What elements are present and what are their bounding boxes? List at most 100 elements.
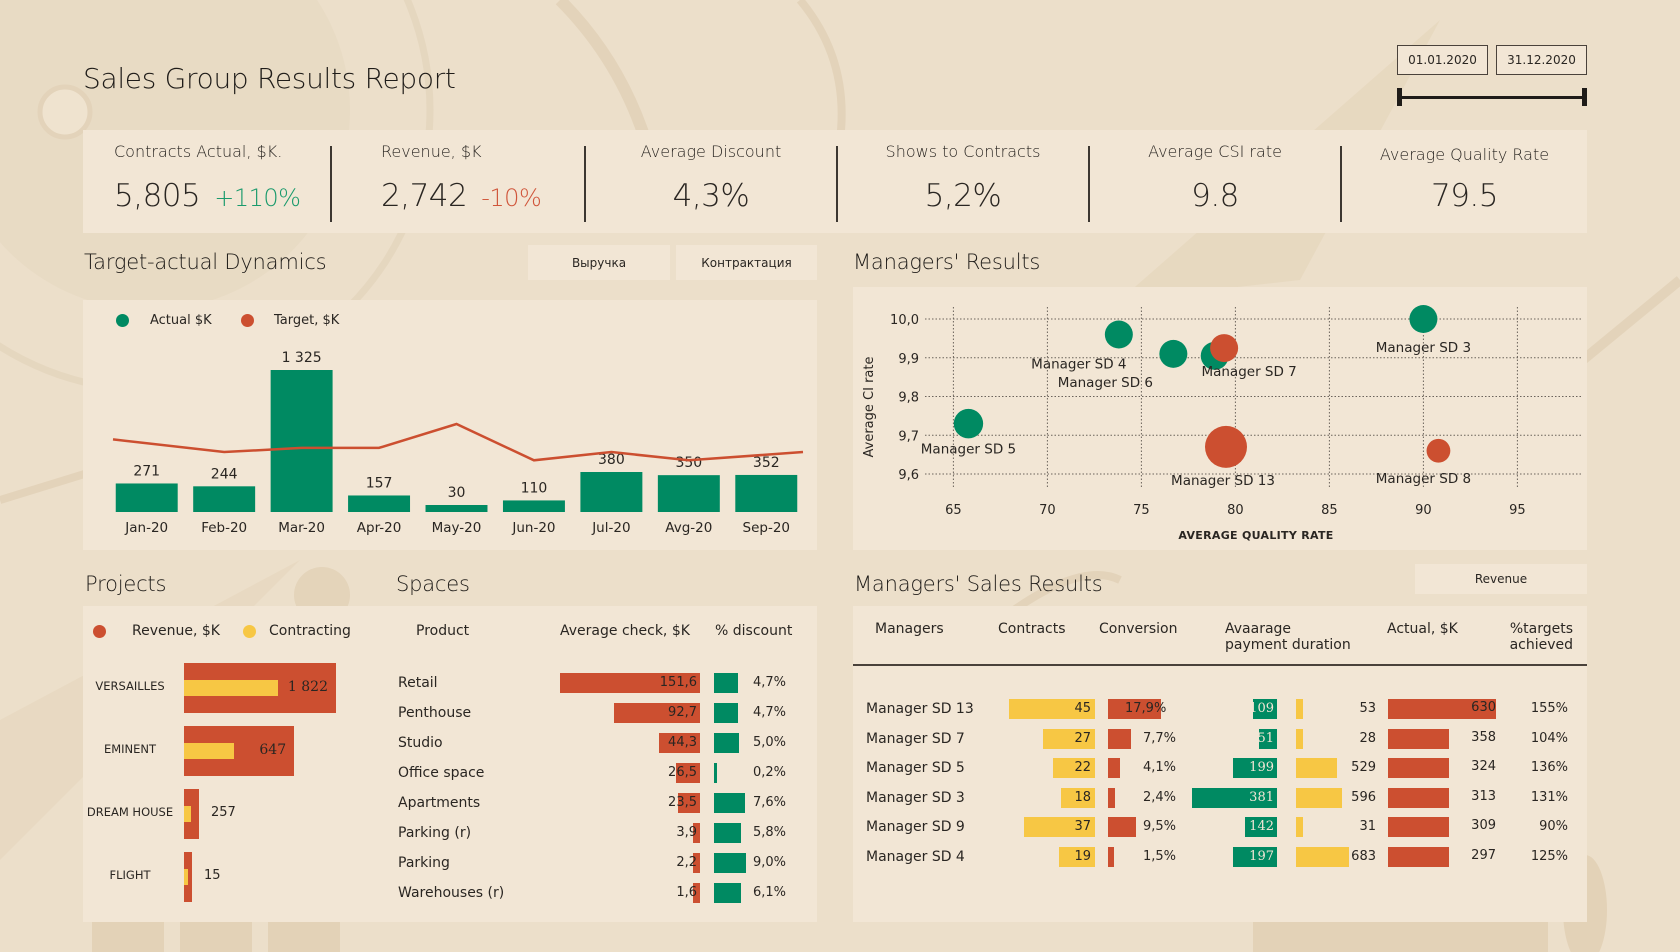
scatter-point[interactable] — [1205, 425, 1247, 468]
avg-check-bar — [675, 763, 700, 783]
green-bar — [1245, 817, 1277, 838]
table-row[interactable]: Manager SD 3 18 2,4% 381 596 313 131% — [853, 787, 1587, 810]
kpi-divider — [1340, 146, 1342, 222]
project-value-label: 1 822 — [287, 679, 328, 695]
payment-duration-value: 28 — [1359, 730, 1376, 746]
spaces-product: Parking — [398, 855, 450, 871]
avg-check-value: 3,9 — [676, 825, 697, 840]
kpi-value: 5,805 +110% — [114, 178, 301, 214]
revenue-tab-button[interactable]: Выручка — [528, 245, 670, 280]
conversion-bar — [1108, 758, 1121, 779]
targets-achieved-value: 104% — [1530, 730, 1568, 746]
kpi-value: 9.8 — [1191, 178, 1239, 214]
kpi-average-discount: Average Discount 4,3% — [586, 130, 836, 233]
contracts-value: 27 — [1074, 730, 1091, 746]
table-row[interactable]: Manager SD 7 27 7,7% 51 28 358 104% — [853, 728, 1587, 751]
kpi-average-csi-rate: Average CSI rate 9.8 — [1090, 130, 1340, 233]
actual-value: 358 — [1471, 729, 1496, 745]
scatter-point[interactable] — [1159, 339, 1188, 368]
avg-check-value: 44,3 — [668, 735, 697, 750]
avg-check-value: 2,2 — [676, 855, 697, 870]
discount-bar — [714, 703, 738, 723]
scatter-chart-panel: 9,6 9,7 9,8 9,9 10,0 65 70 75 80 85 90 95 AVERAGE QU… — [853, 287, 1587, 550]
spaces-product: Apartments — [398, 795, 481, 811]
scatter-point[interactable] — [1426, 438, 1451, 463]
green-bar-value: 197 — [1249, 849, 1274, 864]
projects-spaces-panel: Revenue, $K Contracting VERSAILLES 1 822 E… — [83, 606, 817, 922]
actual-value: 630 — [1471, 700, 1496, 715]
actual-value: 324 — [1471, 759, 1496, 775]
table-row[interactable]: Manager SD 9 37 9,5% 142 31 309 90% — [853, 817, 1587, 839]
date-from-input[interactable]: 01.01.2020 — [1397, 45, 1488, 75]
table-row[interactable]: Manager SD 4 19 1,5% 197 683 297 125% — [853, 847, 1587, 869]
scatter-point[interactable] — [1210, 334, 1239, 363]
discount-bar — [714, 793, 745, 813]
date-to-input[interactable]: 31.12.2020 — [1496, 45, 1587, 75]
contracts-value: 45 — [1074, 701, 1091, 716]
contracting-tab-button[interactable]: Контрактация — [676, 245, 817, 280]
payment-duration-bar — [1296, 728, 1303, 749]
kpi-divider — [584, 146, 586, 222]
discount-value: 0,2% — [752, 765, 786, 780]
date-range-slider[interactable] — [1397, 88, 1587, 106]
table-row[interactable]: Manager SD 13 45 17,9% 109 53 630 155% — [853, 699, 1587, 721]
managers-table-panel: Managers Contracts Conversion Avaarage p… — [853, 606, 1587, 922]
kpi-label: Average CSI rate — [1148, 142, 1282, 161]
conversion-value: 9,5% — [1142, 819, 1176, 835]
actual-value-label: 380 — [598, 452, 625, 468]
scatter-point[interactable] — [1104, 320, 1133, 349]
point-label: Manager SD 4 — [1031, 357, 1126, 373]
scatter-point[interactable] — [953, 408, 984, 439]
actual-bar — [193, 486, 256, 512]
managers-table-title: Managers' Sales Results — [854, 572, 1103, 596]
contracts-value: 18 — [1074, 789, 1091, 805]
green-bar — [1192, 787, 1277, 808]
x-tick-label: May-20 — [432, 520, 482, 536]
date-range-start-handle[interactable] — [1397, 88, 1402, 106]
project-value-label: 15 — [204, 868, 221, 883]
kpi-value: 4,3% — [672, 178, 750, 214]
contracts-bar — [1052, 758, 1095, 779]
conversion-value: 1,5% — [1142, 849, 1176, 864]
actual-bar — [348, 495, 411, 512]
actual-bar — [502, 500, 565, 512]
conversion-value: 7,7% — [1142, 730, 1176, 746]
x-tick-label: Avg-20 — [665, 520, 712, 536]
conversion-value: 17,9% — [1125, 701, 1167, 716]
avg-check-bar — [693, 883, 700, 903]
kpi-value: 5,2% — [924, 178, 1002, 214]
spaces-header-product: Product — [416, 623, 470, 639]
actual-value: 297 — [1471, 848, 1496, 863]
actual-value: 313 — [1471, 788, 1496, 804]
kpi-divider — [836, 146, 838, 222]
actual-value-label: 157 — [366, 475, 393, 491]
actual-bar — [1388, 728, 1449, 749]
actual-value-label: 271 — [133, 463, 160, 479]
avg-check-value: 92,7 — [668, 705, 697, 720]
targets-achieved-value: 131% — [1530, 789, 1568, 805]
discount-bar — [714, 733, 739, 753]
project-value-label: 647 — [259, 742, 287, 758]
revenue-toggle-button[interactable]: Revenue — [1415, 564, 1587, 594]
kpi-divider — [1088, 146, 1090, 222]
dynamics-chart: 271 Jan-20 244 Feb-20 1 325 Mar-20 157 Apr-20 30… — [112, 350, 804, 536]
actual-bar — [270, 370, 333, 512]
discount-bar — [714, 763, 717, 783]
date-range-track — [1399, 96, 1585, 99]
x-tick-label: 85 — [1321, 503, 1338, 518]
table-header-divider — [853, 664, 1587, 666]
x-axis-title: AVERAGE QUALITY RATE — [1178, 529, 1333, 542]
payment-duration-value: 529 — [1351, 760, 1376, 776]
table-row[interactable]: Manager SD 5 22 4,1% 199 529 324 136% — [853, 758, 1587, 780]
date-range-end-handle[interactable] — [1582, 88, 1587, 106]
spaces-product: Parking (r) — [398, 825, 472, 841]
legend-contracting-dot — [243, 625, 256, 638]
payment-duration-bar — [1296, 817, 1303, 838]
project-name: VERSAILLES — [95, 679, 165, 693]
scatter-point[interactable] — [1409, 305, 1438, 333]
conversion-value: 2,4% — [1142, 789, 1176, 805]
green-bar-value: 142 — [1249, 819, 1274, 835]
targets-achieved-value: 155% — [1530, 701, 1568, 716]
contracts-value: 19 — [1074, 849, 1091, 864]
conversion-value: 4,1% — [1142, 760, 1176, 776]
